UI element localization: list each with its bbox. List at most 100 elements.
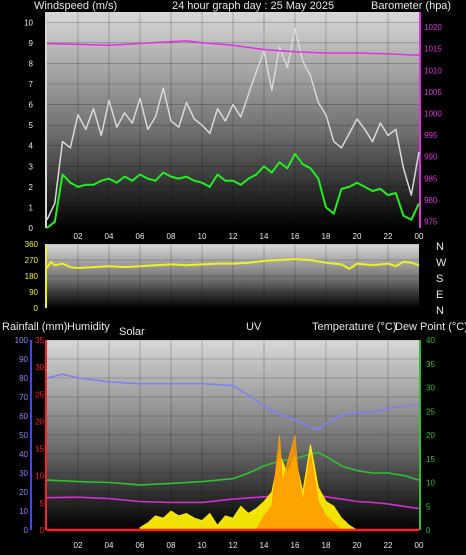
barometer-tick-label: 1015 bbox=[424, 45, 442, 54]
rainfall-tick-label: 25 bbox=[35, 390, 44, 399]
x-tick-label-02: 02 bbox=[74, 232, 83, 241]
x-tick-label-22: 22 bbox=[384, 541, 393, 550]
rainfall-axis-label: Rainfall (mm) bbox=[2, 321, 67, 333]
x-tick-label-04: 04 bbox=[105, 232, 114, 241]
direction-tick-label: 180 bbox=[25, 272, 39, 281]
temperature-tick-label: 20 bbox=[426, 431, 435, 440]
barometer-tick-label: 1020 bbox=[424, 23, 442, 32]
x-tick-label-12: 12 bbox=[229, 541, 238, 550]
windspeed-tick-label: 5 bbox=[29, 121, 34, 130]
temperature-axis-label: Temperature (°C) bbox=[312, 321, 396, 333]
temperature-tick-label: 35 bbox=[426, 360, 435, 369]
uv-area bbox=[255, 434, 343, 531]
rainfall-tick-label: 0 bbox=[40, 526, 45, 535]
temperature-tick-label: 40 bbox=[426, 336, 435, 345]
humidity-line bbox=[46, 373, 420, 431]
rainfall-tick-label: 15 bbox=[35, 445, 44, 454]
barometer-axis-label: Barometer (hpa) bbox=[371, 0, 451, 12]
barometer-tick-label: 995 bbox=[424, 131, 438, 140]
humidity-tick-label: 40 bbox=[19, 450, 28, 459]
direction-panel-plot-area bbox=[47, 244, 419, 308]
rainfall-tick-label: 35 bbox=[35, 336, 44, 345]
x-tick-label-08: 08 bbox=[167, 541, 176, 550]
x-tick-label-00: 00 bbox=[415, 232, 424, 241]
temperature-tick-label: 0 bbox=[426, 526, 431, 535]
humidity-axis-label: Humidity bbox=[67, 321, 110, 333]
direction-line bbox=[46, 258, 420, 270]
windspeed-tick-label: 10 bbox=[24, 18, 33, 27]
dewpoint-axis-label: Dew Point (°C) bbox=[395, 321, 466, 333]
x-tick-label-04: 04 bbox=[105, 541, 114, 550]
temperature-tick-label: 5 bbox=[426, 502, 431, 511]
barometer-line bbox=[46, 40, 420, 56]
temperature-tick-label: 15 bbox=[426, 455, 435, 464]
x-tick-label-08: 08 bbox=[167, 232, 176, 241]
x-tick-label-20: 20 bbox=[353, 232, 362, 241]
windspeed-tick-label: 4 bbox=[29, 142, 34, 151]
barometer-tick-label: 985 bbox=[424, 174, 438, 183]
compass-label-n-bottom: N bbox=[436, 305, 444, 317]
temperature-tick-label: 30 bbox=[426, 384, 435, 393]
windspeed-tick-label: 3 bbox=[29, 162, 34, 171]
x-tick-label-10: 10 bbox=[198, 232, 207, 241]
x-tick-label-02: 02 bbox=[74, 541, 83, 550]
windspeed-tick-label: 2 bbox=[29, 183, 34, 192]
windspeed-tick-label: 8 bbox=[29, 59, 34, 68]
rainfall-tick-label: 30 bbox=[35, 363, 44, 372]
x-tick-label-06: 06 bbox=[136, 541, 145, 550]
humidity-tick-label: 70 bbox=[19, 393, 28, 402]
x-tick-label-16: 16 bbox=[291, 232, 300, 241]
humidity-tick-label: 0 bbox=[24, 526, 29, 535]
x-tick-label-16: 16 bbox=[291, 541, 300, 550]
uv-axis-label: UV bbox=[246, 321, 262, 333]
compass-label-s: S bbox=[436, 273, 443, 285]
barometer-tick-label: 1005 bbox=[424, 88, 442, 97]
humidity-tick-label: 90 bbox=[19, 355, 28, 364]
direction-tick-label: 0 bbox=[34, 304, 39, 313]
compass-label-w: W bbox=[436, 257, 447, 269]
direction-tick-label: 90 bbox=[29, 288, 38, 297]
windspeed-tick-label: 7 bbox=[29, 80, 34, 89]
x-tick-label-18: 18 bbox=[322, 232, 331, 241]
humidity-tick-label: 80 bbox=[19, 374, 28, 383]
humidity-tick-label: 10 bbox=[19, 507, 28, 516]
barometer-tick-label: 975 bbox=[424, 218, 438, 227]
x-tick-label-20: 20 bbox=[353, 541, 362, 550]
x-tick-label-00: 00 bbox=[415, 541, 424, 550]
humidity-tick-label: 60 bbox=[19, 412, 28, 421]
x-tick-label-22: 22 bbox=[384, 232, 393, 241]
windspeed-tick-label: 9 bbox=[29, 39, 34, 48]
temperature-line bbox=[46, 451, 420, 486]
x-tick-label-14: 14 bbox=[260, 541, 269, 550]
compass-label-n-top: N bbox=[436, 241, 444, 253]
rainfall-tick-label: 20 bbox=[35, 417, 44, 426]
x-tick-label-14: 14 bbox=[260, 232, 269, 241]
x-tick-label-06: 06 bbox=[136, 232, 145, 241]
humidity-tick-label: 50 bbox=[19, 431, 28, 440]
x-tick-label-18: 18 bbox=[322, 541, 331, 550]
humidity-tick-label: 100 bbox=[15, 336, 29, 345]
barometer-tick-label: 990 bbox=[424, 153, 438, 162]
windspeed-tick-label: 1 bbox=[29, 203, 34, 212]
solar-axis-label: Solar bbox=[119, 326, 145, 338]
gust-line bbox=[46, 27, 420, 221]
chart-title: 24 hour graph day : 25 May 2025 bbox=[172, 0, 334, 12]
windspeed-axis-label: Windspeed (m/s) bbox=[34, 0, 117, 12]
direction-tick-label: 360 bbox=[25, 240, 39, 249]
barometer-tick-label: 980 bbox=[424, 196, 438, 205]
x-tick-label-10: 10 bbox=[198, 541, 207, 550]
wind-line bbox=[46, 152, 420, 229]
barometer-tick-label: 1000 bbox=[424, 110, 442, 119]
windspeed-tick-label: 0 bbox=[29, 224, 34, 233]
humidity-tick-label: 30 bbox=[19, 469, 28, 478]
compass-label-e: E bbox=[436, 289, 443, 301]
rainfall-tick-label: 5 bbox=[40, 499, 45, 508]
humidity-tick-label: 20 bbox=[19, 488, 28, 497]
temperature-tick-label: 10 bbox=[426, 479, 435, 488]
rainfall-tick-label: 10 bbox=[35, 472, 44, 481]
x-tick-label-12: 12 bbox=[229, 232, 238, 241]
barometer-tick-label: 1010 bbox=[424, 66, 442, 75]
direction-tick-label: 270 bbox=[25, 256, 39, 265]
windspeed-tick-label: 6 bbox=[29, 101, 34, 110]
